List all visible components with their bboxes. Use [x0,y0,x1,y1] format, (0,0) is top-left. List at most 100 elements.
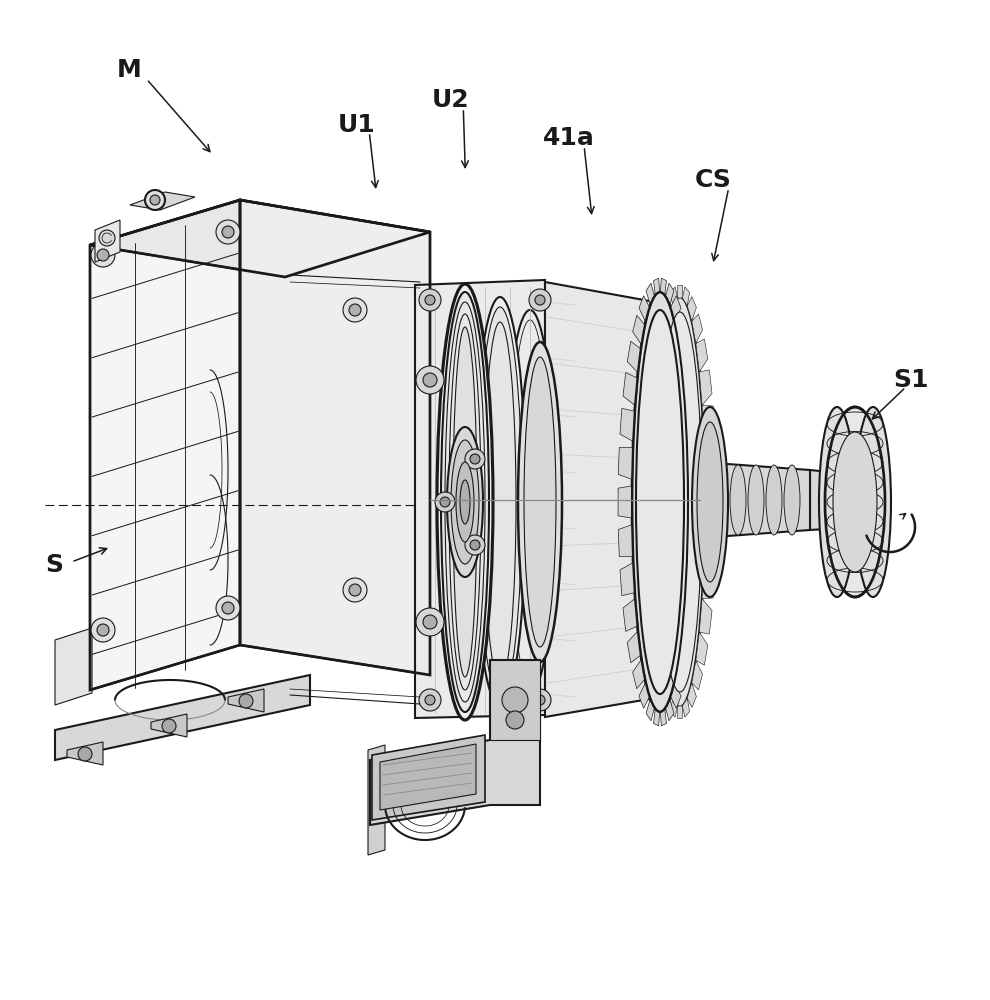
Polygon shape [545,282,655,717]
Ellipse shape [784,465,800,535]
Ellipse shape [518,342,562,662]
Ellipse shape [447,427,483,577]
Circle shape [423,373,437,387]
Polygon shape [623,373,638,406]
Polygon shape [90,200,430,277]
Polygon shape [368,745,385,855]
Circle shape [470,540,480,550]
Circle shape [419,689,441,711]
Polygon shape [620,408,635,441]
Polygon shape [660,278,666,295]
Polygon shape [685,408,700,441]
Polygon shape [151,714,187,737]
Polygon shape [90,200,240,690]
Polygon shape [620,563,635,596]
Polygon shape [370,660,540,825]
Circle shape [465,449,485,469]
Polygon shape [240,200,430,675]
Text: S1: S1 [893,368,929,392]
Ellipse shape [712,465,728,535]
Circle shape [529,289,551,311]
Ellipse shape [524,357,556,647]
Circle shape [416,366,444,394]
Circle shape [435,492,455,512]
Polygon shape [699,370,712,405]
Polygon shape [619,525,633,557]
Ellipse shape [730,465,746,535]
Circle shape [349,584,361,596]
Polygon shape [687,297,696,321]
Polygon shape [682,698,690,717]
Polygon shape [700,462,810,538]
Polygon shape [95,220,120,262]
Ellipse shape [825,407,885,597]
Ellipse shape [505,310,555,694]
Polygon shape [704,522,717,562]
Polygon shape [687,525,702,557]
Polygon shape [687,683,696,707]
Ellipse shape [833,432,877,572]
Circle shape [222,226,234,238]
Text: U2: U2 [432,88,469,112]
Polygon shape [682,598,697,631]
Circle shape [425,295,435,305]
Ellipse shape [441,292,489,712]
Polygon shape [372,735,485,820]
Polygon shape [670,296,681,322]
Circle shape [150,195,160,205]
Ellipse shape [632,292,688,712]
Polygon shape [633,659,644,689]
Circle shape [529,689,551,711]
Circle shape [97,249,109,261]
Polygon shape [228,689,264,712]
Polygon shape [639,296,649,322]
Circle shape [91,618,115,642]
Circle shape [506,711,524,729]
Circle shape [91,243,115,267]
Polygon shape [660,709,666,726]
Polygon shape [677,285,682,298]
Ellipse shape [658,312,702,692]
Circle shape [216,596,240,620]
Ellipse shape [460,480,470,524]
Polygon shape [618,486,632,518]
Ellipse shape [636,310,684,694]
Circle shape [425,695,435,705]
Circle shape [162,719,176,733]
Polygon shape [665,699,674,721]
Polygon shape [490,660,540,740]
Circle shape [99,230,115,246]
Polygon shape [702,562,715,599]
Polygon shape [646,283,654,305]
Polygon shape [687,447,702,479]
Polygon shape [55,628,92,705]
Polygon shape [639,682,649,708]
Circle shape [239,694,253,708]
Ellipse shape [635,302,675,698]
Text: M: M [117,58,142,82]
Circle shape [145,190,165,210]
Ellipse shape [456,462,474,542]
Circle shape [470,454,480,464]
Ellipse shape [453,327,477,677]
Polygon shape [682,373,697,406]
Ellipse shape [766,465,782,535]
Circle shape [502,687,528,713]
Polygon shape [646,699,654,721]
Polygon shape [685,563,700,596]
Text: CS: CS [694,168,732,192]
Polygon shape [705,482,717,522]
Polygon shape [653,709,659,726]
Circle shape [216,220,240,244]
Ellipse shape [655,297,705,707]
Polygon shape [704,442,717,482]
Circle shape [222,602,234,614]
Ellipse shape [478,307,522,697]
Polygon shape [682,287,690,306]
Polygon shape [623,598,638,631]
Circle shape [535,295,545,305]
Circle shape [78,747,92,761]
Circle shape [343,298,367,322]
Polygon shape [670,287,677,306]
Polygon shape [679,341,693,373]
